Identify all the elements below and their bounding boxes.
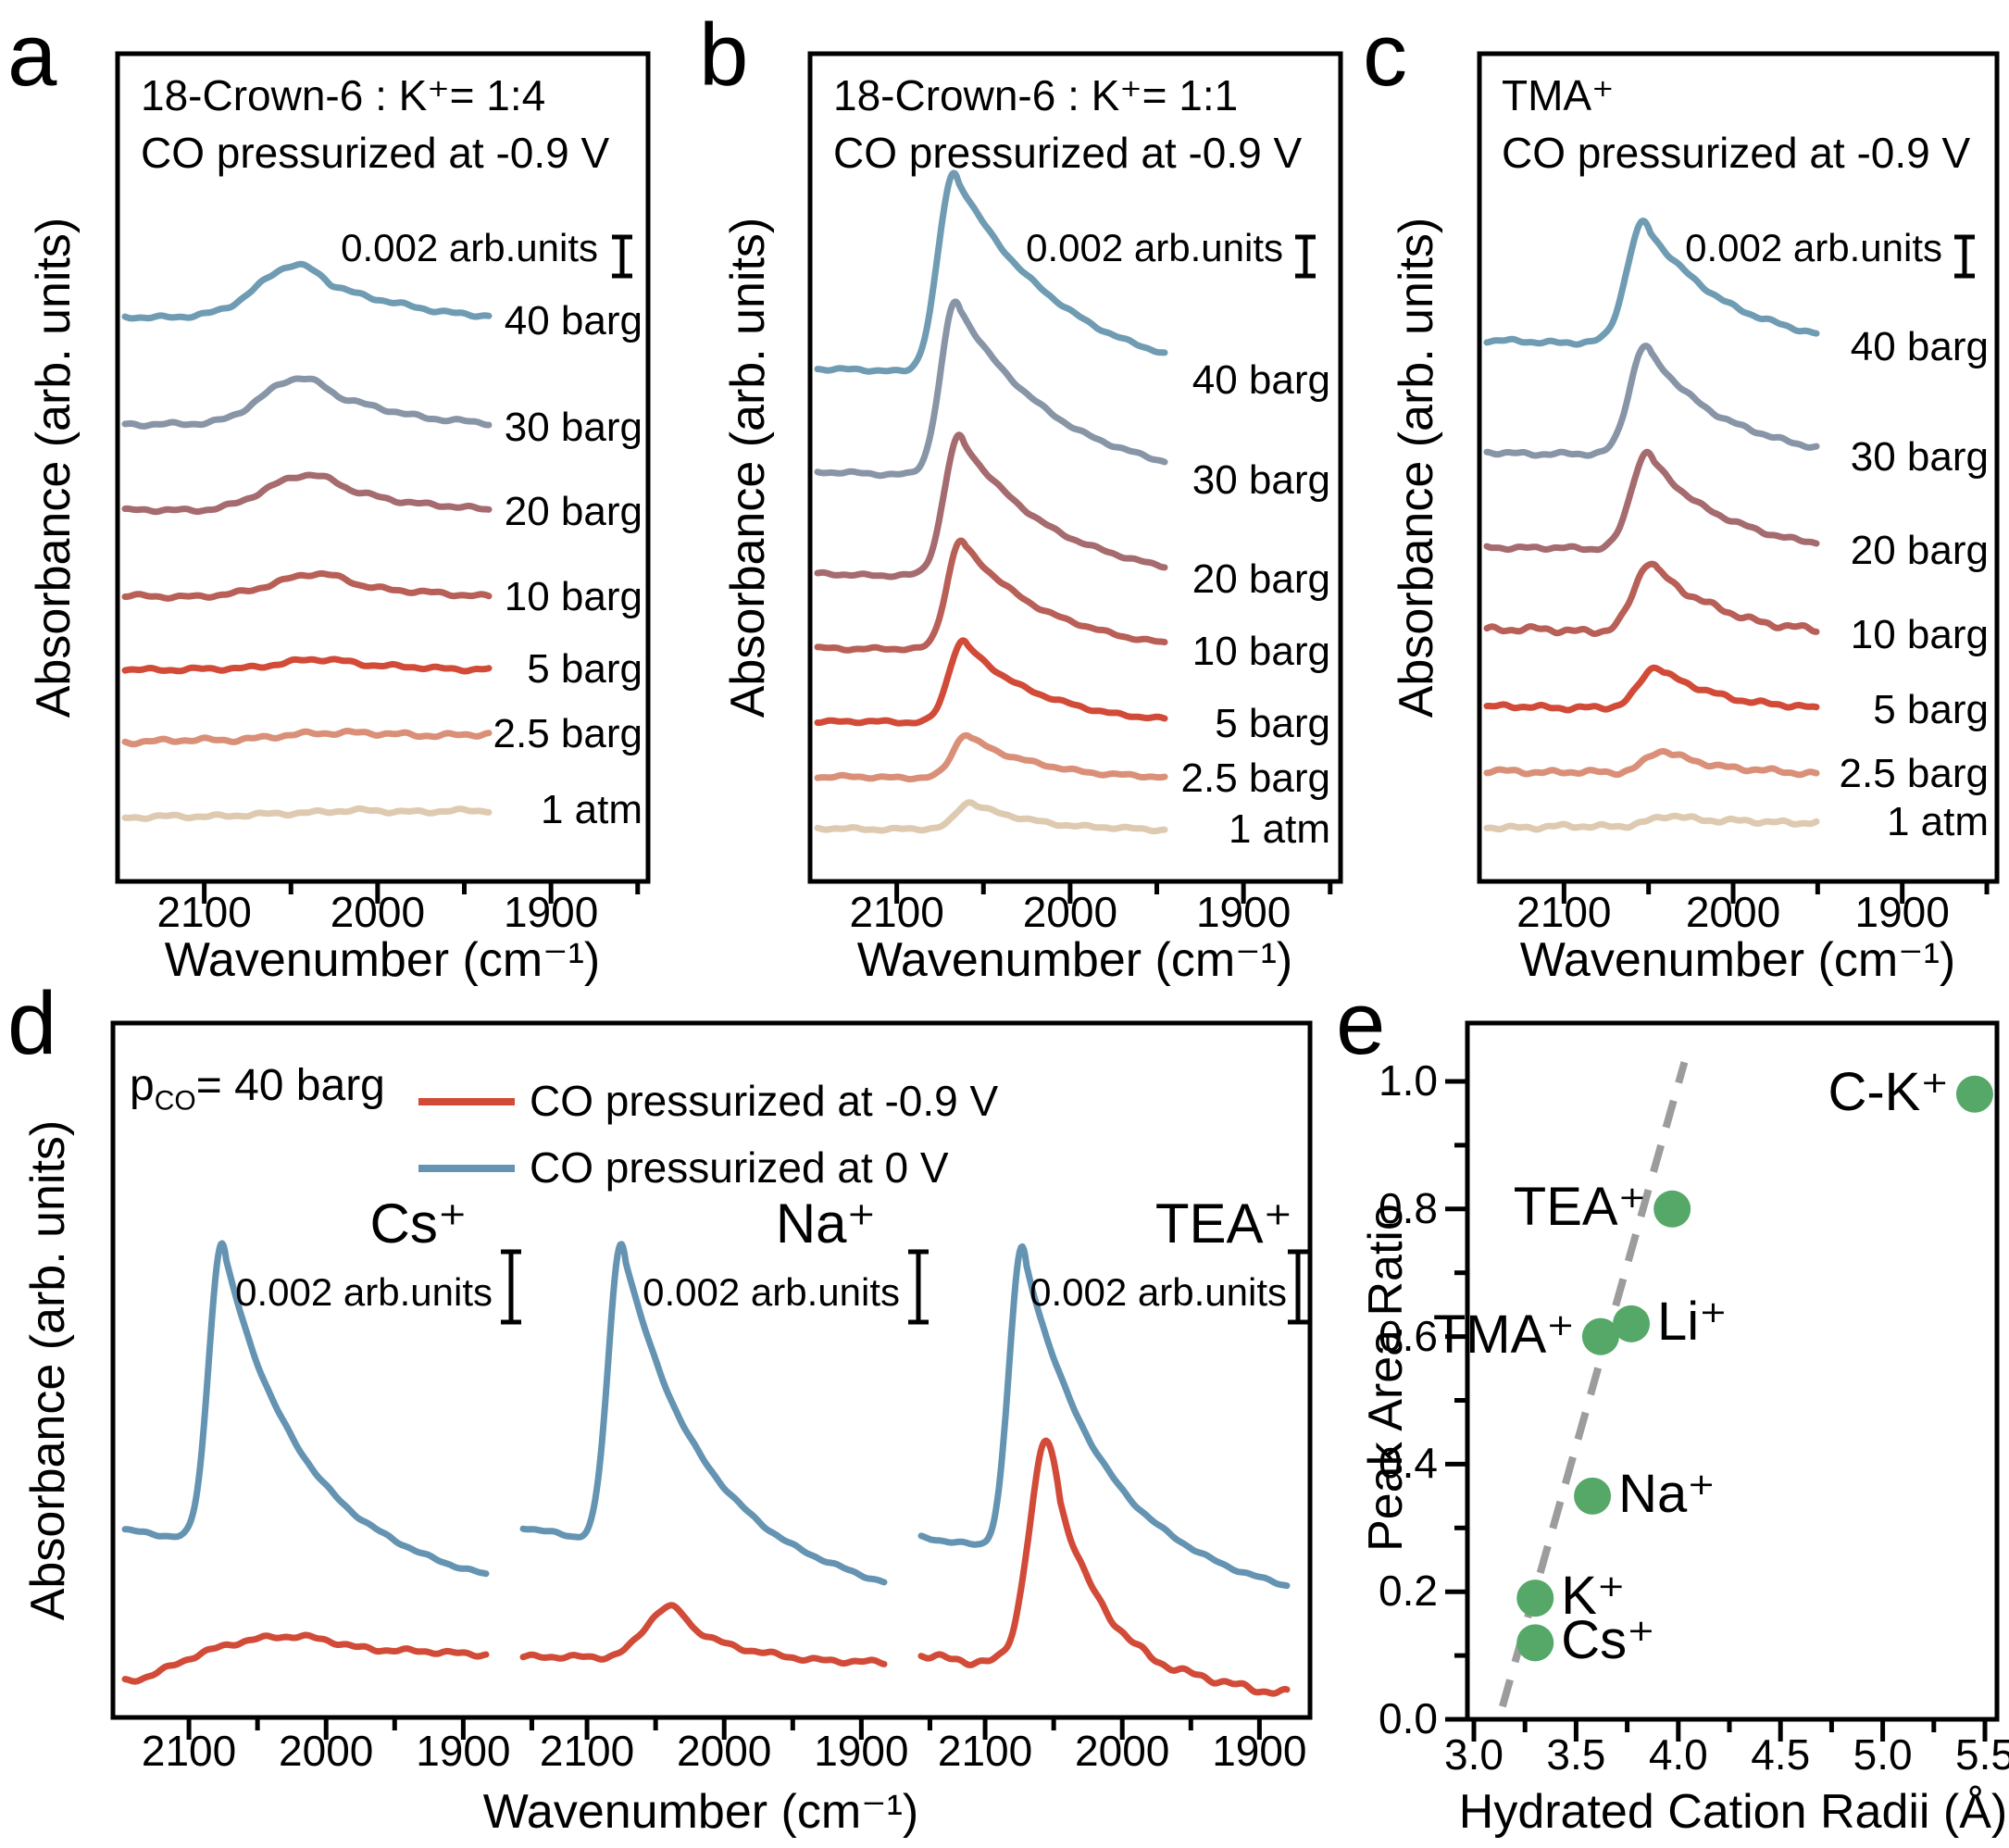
scatter-point xyxy=(1574,1477,1612,1515)
scatter-point xyxy=(1613,1305,1651,1342)
spectrum-curve-a xyxy=(121,728,493,748)
panel-c-frame xyxy=(1477,51,2000,884)
spectrum-curve-d-1 xyxy=(519,1241,888,1586)
spectrum-curve-c xyxy=(1483,218,1820,348)
panel-e-frame xyxy=(1465,1020,2000,1722)
spectrum-curve-c xyxy=(1483,343,1820,459)
spectrum-curve-d-2 xyxy=(917,1242,1291,1590)
scatter-point xyxy=(1516,1624,1554,1662)
spectrum-curve-a xyxy=(121,656,493,675)
spectrum-curve-d-2 xyxy=(917,1437,1291,1697)
spectrum-curve-c xyxy=(1483,812,1820,833)
spectrum-curve-b xyxy=(814,731,1168,783)
spectrum-curve-b xyxy=(814,537,1168,654)
spectrum-curve-b xyxy=(814,431,1168,581)
panel-a-frame xyxy=(115,51,651,884)
spectrum-curve-b xyxy=(814,637,1168,727)
spectrum-curve-d-0 xyxy=(121,1240,490,1578)
spectrum-curve-c xyxy=(1483,664,1820,714)
panel-b-frame xyxy=(807,51,1343,884)
spectrum-curve-b xyxy=(814,169,1168,375)
spectrum-curve-b xyxy=(814,799,1168,835)
scatter-point xyxy=(1955,1075,1993,1113)
spectrum-curve-c xyxy=(1483,747,1820,779)
scatter-point xyxy=(1653,1190,1691,1228)
panel-d-frame xyxy=(110,1020,1313,1720)
spectrum-curve-c xyxy=(1483,560,1820,637)
scatter-point xyxy=(1516,1580,1554,1617)
spectrum-curve-a xyxy=(121,805,493,822)
spectrum-curve-a xyxy=(121,570,493,602)
spectrum-curve-d-0 xyxy=(121,1631,490,1685)
spectrum-curve-b xyxy=(814,298,1168,480)
spectrum-curve-c xyxy=(1483,448,1820,554)
scatter-point xyxy=(1581,1317,1619,1355)
spectrum-curve-a xyxy=(121,471,493,516)
spectrum-curve-a xyxy=(121,375,493,430)
spectrum-curve-d-1 xyxy=(519,1602,888,1667)
spectrum-curve-a xyxy=(121,260,493,322)
